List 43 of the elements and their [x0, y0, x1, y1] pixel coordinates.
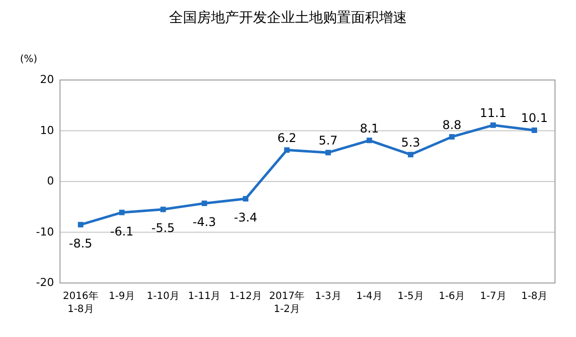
y-tick-label: 20 [40, 73, 54, 86]
x-tick-label: 2016年 1-8月 [62, 290, 98, 315]
data-label: -8.5 [68, 236, 92, 250]
point [242, 196, 248, 202]
chart-title: 全国房地产开发企业土地购置面积增速 [169, 10, 407, 26]
x-tick-label: 1-10月 [146, 291, 180, 302]
data-label: 6.2 [277, 131, 296, 146]
data-label: 10.1 [521, 111, 548, 126]
data-label: -4.3 [192, 215, 216, 230]
data-label: 5.7 [318, 134, 338, 148]
x-tick-label: 1-9月 [108, 291, 136, 302]
point [449, 134, 455, 140]
point [490, 122, 496, 128]
data-label: -5.5 [151, 221, 175, 236]
point [366, 138, 372, 144]
data-label: 11.1 [480, 106, 506, 120]
x-tick-label: 2017年 1-2月 [269, 290, 305, 315]
data-label: -3.4 [234, 210, 258, 225]
data-label: 8.8 [442, 118, 462, 132]
data-label: -6.1 [110, 224, 134, 238]
x-tick-label: 1-7月 [480, 291, 506, 302]
point [160, 206, 166, 212]
point [119, 210, 125, 216]
x-tick-label: 1-3月 [314, 291, 342, 302]
point [202, 200, 208, 206]
y-tick-label: -10 [36, 225, 54, 238]
y-tick-label: -20 [36, 276, 54, 290]
x-tick-label: 1-5月 [397, 291, 424, 302]
x-tick-label: 1-4月 [356, 291, 383, 302]
data-label: 8.1 [360, 121, 379, 136]
x-tick-label: 1-12月 [229, 291, 262, 302]
point [532, 128, 538, 133]
point [408, 152, 414, 158]
x-tick-label: 1-6月 [438, 291, 466, 302]
point [78, 222, 84, 228]
y-tick-label: 10 [40, 124, 54, 137]
data-label: 5.3 [401, 136, 420, 150]
y-tick-label: 0 [47, 174, 54, 188]
point [325, 150, 331, 156]
point [284, 147, 290, 153]
y-axis-title: (%) [20, 54, 38, 65]
x-tick-label: 1-11月 [188, 291, 221, 302]
x-tick-label: 1-8月 [521, 291, 548, 302]
